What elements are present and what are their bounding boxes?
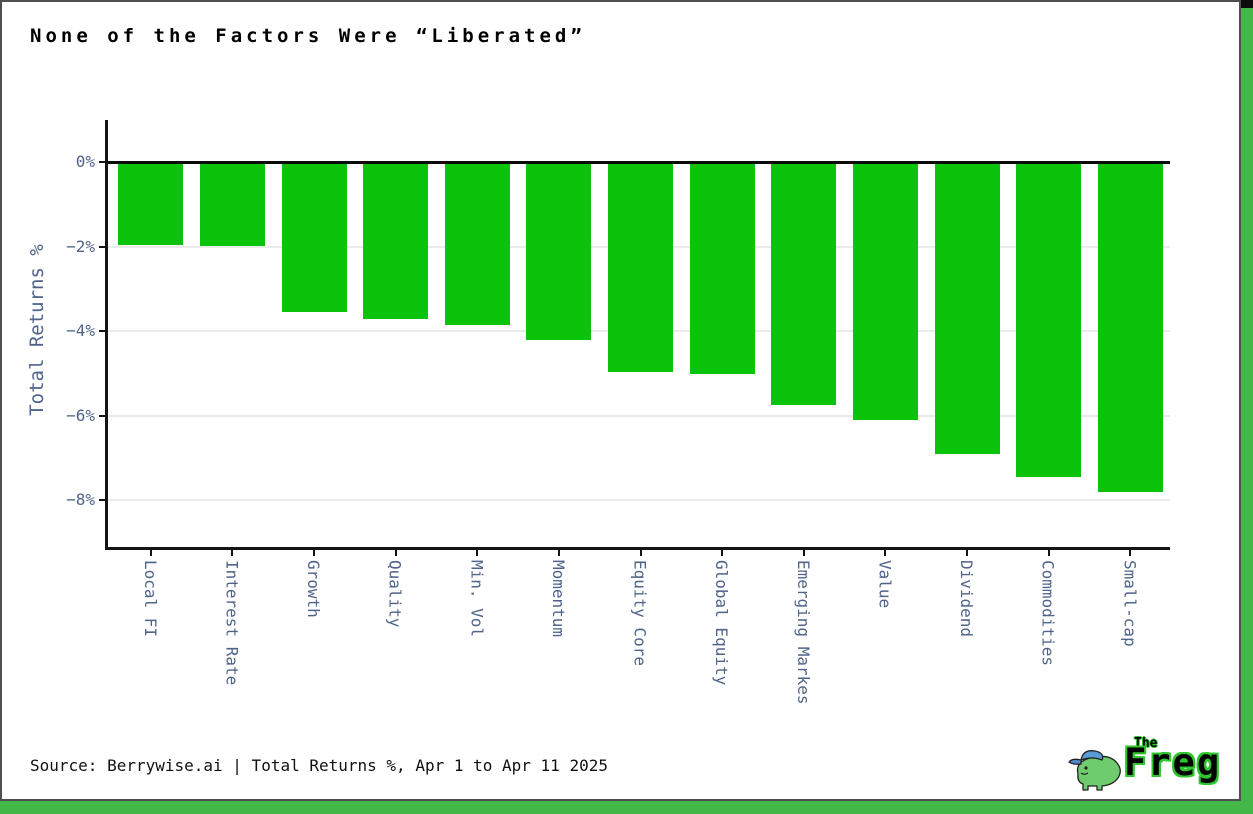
- x-tick-label: Emerging Markes: [793, 560, 813, 705]
- chart-title: None of the Factors Were “Liberated”: [30, 25, 586, 47]
- logo-name-text: Freg: [1124, 741, 1222, 784]
- y-tick-label: −2%: [66, 236, 95, 256]
- y-tick: [99, 330, 107, 333]
- x-tick: [394, 548, 397, 556]
- x-tick: [149, 548, 152, 556]
- bar-emerging-markes: [771, 162, 837, 406]
- green-frame-bottom: [0, 801, 1253, 814]
- bar-small-cap: [1097, 162, 1163, 493]
- x-tick-label: Small-cap: [1120, 560, 1140, 647]
- x-tick: [802, 548, 805, 556]
- bar-equity-core: [608, 162, 674, 372]
- zero-line: [107, 160, 1170, 164]
- bar-local-fi: [118, 162, 184, 245]
- logo-prefix-text: The: [1134, 736, 1158, 751]
- x-tick: [1129, 548, 1132, 556]
- x-tick-label: Dividend: [957, 560, 977, 638]
- y-tick-label: −4%: [66, 321, 95, 341]
- bar-value: [852, 162, 918, 421]
- gridline: [108, 414, 1170, 417]
- x-tick-label: Min. Vol: [467, 560, 487, 638]
- x-tick: [557, 548, 560, 556]
- x-tick-label: Momentum: [548, 560, 568, 638]
- x-tick: [966, 548, 969, 556]
- y-tick-label: −6%: [66, 405, 95, 425]
- x-tick: [313, 548, 316, 556]
- x-tick-label: Commodities: [1038, 560, 1058, 666]
- x-tick-label: Quality: [385, 560, 405, 628]
- x-tick-label: Equity Core: [630, 560, 650, 666]
- x-tick-label: Growth: [304, 560, 324, 618]
- bar-min-vol: [444, 162, 510, 326]
- bar-growth: [281, 162, 347, 313]
- x-tick: [884, 548, 887, 556]
- x-tick-label: Local FI: [140, 560, 160, 638]
- y-tick: [99, 245, 107, 248]
- x-tick: [721, 548, 724, 556]
- y-tick-label: −8%: [66, 490, 95, 510]
- y-axis-spine: [105, 120, 108, 549]
- brand-logo: The Freg: [1064, 736, 1224, 796]
- bar-dividend: [934, 162, 1000, 454]
- y-tick: [99, 499, 107, 502]
- y-tick: [99, 414, 107, 417]
- x-tick-label: Value: [875, 560, 895, 609]
- bar-interest-rate: [199, 162, 265, 246]
- x-axis-spine: [105, 547, 1170, 550]
- frame-corner-black: [1241, 0, 1253, 8]
- source-caption: Source: Berrywise.ai | Total Returns %, …: [30, 756, 608, 775]
- bar-momentum: [526, 162, 592, 340]
- x-tick: [639, 548, 642, 556]
- y-tick: [99, 161, 107, 164]
- gridline: [108, 499, 1170, 502]
- x-tick: [476, 548, 479, 556]
- bar-quality: [363, 162, 429, 319]
- green-frame-right: [1241, 0, 1253, 814]
- y-tick-label: 0%: [75, 152, 95, 172]
- x-tick: [231, 548, 234, 556]
- x-tick-label: Interest Rate: [222, 560, 242, 686]
- x-tick: [1047, 548, 1050, 556]
- bar-commodities: [1016, 162, 1082, 478]
- bar-global-equity: [689, 162, 755, 374]
- x-tick-label: Global Equity: [712, 560, 732, 686]
- frog-with-blue-cap-icon: [1068, 750, 1121, 791]
